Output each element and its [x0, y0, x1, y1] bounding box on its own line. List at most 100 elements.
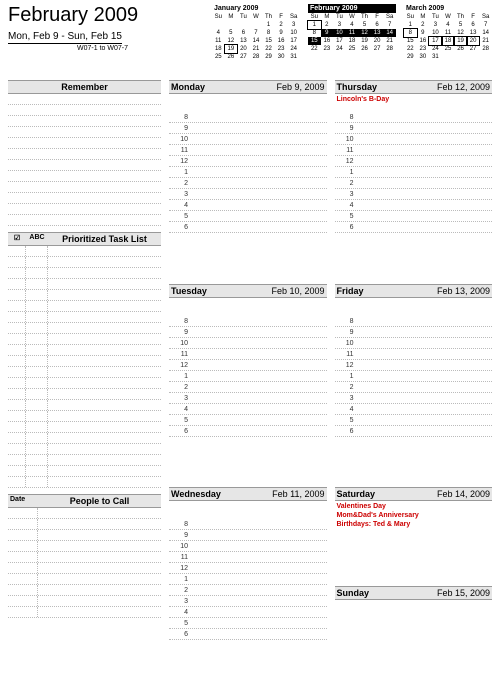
hour-row[interactable]: 12 — [169, 156, 327, 167]
remember-line[interactable] — [8, 116, 161, 127]
hour-row[interactable]: 1 — [335, 167, 493, 178]
ptc-line[interactable] — [8, 607, 161, 618]
task-line[interactable] — [8, 312, 161, 323]
task-line[interactable] — [8, 466, 161, 477]
hour-row[interactable]: 11 — [335, 145, 493, 156]
hour-row[interactable]: 1 — [169, 574, 327, 585]
remember-line[interactable] — [8, 149, 161, 160]
hour-row[interactable]: 10 — [169, 134, 327, 145]
remember-line[interactable] — [8, 171, 161, 182]
task-line[interactable] — [8, 246, 161, 257]
remember-line[interactable] — [8, 182, 161, 193]
task-line[interactable] — [8, 411, 161, 422]
hour-row[interactable]: 4 — [169, 200, 327, 211]
ptc-line[interactable] — [8, 552, 161, 563]
hour-row[interactable]: 3 — [335, 189, 493, 200]
hour-row[interactable]: 8 — [335, 112, 493, 123]
hour-row[interactable]: 3 — [335, 393, 493, 404]
task-line[interactable] — [8, 477, 161, 488]
task-line[interactable] — [8, 367, 161, 378]
remember-line[interactable] — [8, 94, 161, 105]
task-line[interactable] — [8, 301, 161, 312]
hour-row[interactable]: 5 — [169, 415, 327, 426]
remember-line[interactable] — [8, 193, 161, 204]
task-line[interactable] — [8, 268, 161, 279]
hour-row[interactable]: 10 — [335, 338, 493, 349]
remember-line[interactable] — [8, 127, 161, 138]
task-line[interactable] — [8, 323, 161, 334]
task-line[interactable] — [8, 433, 161, 444]
hour-row[interactable]: 8 — [169, 519, 327, 530]
hour-row[interactable]: 10 — [169, 541, 327, 552]
hour-row[interactable]: 8 — [169, 316, 327, 327]
task-line[interactable] — [8, 378, 161, 389]
hour-row[interactable]: 4 — [169, 607, 327, 618]
hour-row[interactable]: 10 — [335, 134, 493, 145]
hour-row[interactable]: 6 — [169, 426, 327, 437]
remember-line[interactable] — [8, 204, 161, 215]
ptc-line[interactable] — [8, 508, 161, 519]
hour-row[interactable]: 4 — [169, 404, 327, 415]
hour-row[interactable]: 1 — [169, 167, 327, 178]
hour-row[interactable]: 5 — [169, 211, 327, 222]
hour-row[interactable]: 12 — [335, 360, 493, 371]
hour-row[interactable]: 3 — [169, 393, 327, 404]
hour-row[interactable]: 6 — [169, 629, 327, 640]
hour-row[interactable]: 3 — [169, 189, 327, 200]
task-line[interactable] — [8, 400, 161, 411]
hour-row[interactable]: 9 — [335, 327, 493, 338]
hour-row[interactable]: 6 — [169, 222, 327, 233]
ptc-line[interactable] — [8, 596, 161, 607]
hour-row[interactable]: 11 — [335, 349, 493, 360]
task-line[interactable] — [8, 279, 161, 290]
hour-row[interactable]: 4 — [335, 200, 493, 211]
hour-row[interactable]: 10 — [169, 338, 327, 349]
hour-row[interactable]: 1 — [335, 371, 493, 382]
ptc-line[interactable] — [8, 563, 161, 574]
task-line[interactable] — [8, 290, 161, 301]
hour-label: 3 — [169, 189, 191, 199]
ptc-line[interactable] — [8, 530, 161, 541]
ptc-line[interactable] — [8, 585, 161, 596]
hour-row[interactable]: 12 — [335, 156, 493, 167]
hour-row[interactable]: 8 — [169, 112, 327, 123]
hour-row[interactable]: 11 — [169, 552, 327, 563]
hour-row[interactable]: 9 — [335, 123, 493, 134]
hour-row[interactable]: 5 — [169, 618, 327, 629]
hour-row[interactable]: 2 — [335, 382, 493, 393]
task-line[interactable] — [8, 334, 161, 345]
hour-row[interactable]: 2 — [169, 382, 327, 393]
hour-row[interactable]: 6 — [335, 222, 493, 233]
task-line[interactable] — [8, 345, 161, 356]
hour-row[interactable]: 2 — [169, 585, 327, 596]
remember-line[interactable] — [8, 138, 161, 149]
hour-row[interactable]: 2 — [169, 178, 327, 189]
hour-row[interactable]: 12 — [169, 563, 327, 574]
task-line[interactable] — [8, 257, 161, 268]
task-line[interactable] — [8, 455, 161, 466]
ptc-line[interactable] — [8, 574, 161, 585]
remember-line[interactable] — [8, 215, 161, 226]
hour-row[interactable]: 5 — [335, 211, 493, 222]
hour-row[interactable]: 12 — [169, 360, 327, 371]
remember-line[interactable] — [8, 160, 161, 171]
task-line[interactable] — [8, 389, 161, 400]
hour-row[interactable]: 2 — [335, 178, 493, 189]
hour-row[interactable]: 3 — [169, 596, 327, 607]
hour-row[interactable]: 1 — [169, 371, 327, 382]
hour-row[interactable]: 9 — [169, 123, 327, 134]
ptc-line[interactable] — [8, 541, 161, 552]
hour-row[interactable]: 9 — [169, 530, 327, 541]
hour-row[interactable]: 5 — [335, 415, 493, 426]
task-line[interactable] — [8, 422, 161, 433]
task-line[interactable] — [8, 356, 161, 367]
hour-row[interactable]: 4 — [335, 404, 493, 415]
task-line[interactable] — [8, 444, 161, 455]
ptc-line[interactable] — [8, 519, 161, 530]
hour-row[interactable]: 6 — [335, 426, 493, 437]
hour-row[interactable]: 9 — [169, 327, 327, 338]
remember-line[interactable] — [8, 105, 161, 116]
hour-row[interactable]: 11 — [169, 145, 327, 156]
hour-row[interactable]: 11 — [169, 349, 327, 360]
hour-row[interactable]: 8 — [335, 316, 493, 327]
